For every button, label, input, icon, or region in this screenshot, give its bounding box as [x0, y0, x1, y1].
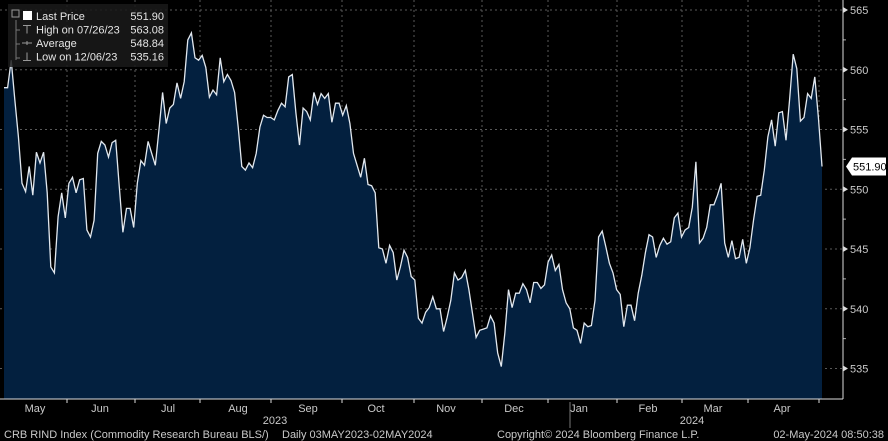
y-tick-mark: [843, 126, 848, 133]
y-tick-label: 550: [850, 184, 868, 196]
x-tick-label: Nov: [436, 403, 456, 415]
y-tick-mark: [843, 305, 848, 312]
y-tick-mark: [843, 7, 848, 13]
x-tick-label: Jan: [570, 403, 588, 415]
x-tick-label: Jun: [91, 403, 109, 415]
x-tick-label: Feb: [639, 403, 658, 415]
legend-value: 551.90: [130, 11, 164, 23]
y-tick-mark: [843, 66, 848, 73]
axes: 535 540 545 550 555 560 565 May Jun Jul Aug Sep Oct N…: [0, 0, 868, 428]
white-square-icon: [23, 11, 32, 20]
legend-value: 563.08: [130, 25, 164, 37]
y-tick-mark: [843, 365, 848, 372]
x-tick-label: May: [25, 403, 46, 415]
y-tick-label: 540: [850, 304, 868, 316]
x-year-label: 2024: [680, 415, 704, 427]
price-tag-box: [846, 157, 886, 176]
y-tick-mark: [843, 186, 848, 193]
y-tick-label: 565: [850, 5, 868, 17]
footer-range: Daily 03MAY2023-02MAY2024: [282, 429, 433, 441]
x-tick-label: Apr: [773, 403, 790, 415]
y-tick-label: 560: [850, 65, 868, 77]
footer-copyright: Copyright© 2024 Bloomberg Finance L.P.: [497, 429, 699, 441]
average-marker-icon: [22, 41, 32, 45]
legend: Last Price 551.90 High on 07/26/23 563.08 Av…: [8, 4, 168, 67]
footer-timestamp: 02-May-2024 08:50:38: [773, 429, 884, 441]
legend-label: High on 07/26/23: [36, 25, 120, 37]
price-line: [4, 30, 823, 367]
x-tick-label: Oct: [367, 403, 384, 415]
legend-label: Last Price: [36, 11, 85, 23]
x-year-label: 2023: [263, 415, 287, 427]
y-tick-label: 555: [850, 125, 868, 137]
legend-tree-lines: [15, 20, 20, 60]
last-price-tag: 551.90: [846, 157, 887, 176]
y-tick-mark: [843, 246, 848, 252]
x-tick-label: Mar: [704, 403, 723, 415]
x-tick-label: Aug: [228, 403, 248, 415]
x-tick-label: Jul: [161, 403, 175, 415]
x-tick-label: Sep: [298, 403, 318, 415]
high-marker-icon: [23, 25, 31, 34]
y-tick-label: 535: [850, 364, 868, 376]
legend-box: [8, 4, 168, 67]
price-tag-label: 551.90: [853, 162, 887, 174]
legend-label: Low on 12/06/23: [36, 52, 117, 64]
price-area-fill: [4, 32, 822, 400]
low-marker-icon: [23, 52, 31, 61]
footer-security: CRB RIND Index (Commodity Research Burea…: [4, 429, 269, 441]
legend-label: Average: [36, 38, 77, 50]
legend-value: 548.84: [130, 38, 164, 50]
y-tick-label: 545: [850, 244, 868, 256]
x-tick-label: Dec: [504, 403, 524, 415]
legend-value: 535.16: [130, 52, 164, 64]
collapse-icon[interactable]: [11, 9, 20, 18]
